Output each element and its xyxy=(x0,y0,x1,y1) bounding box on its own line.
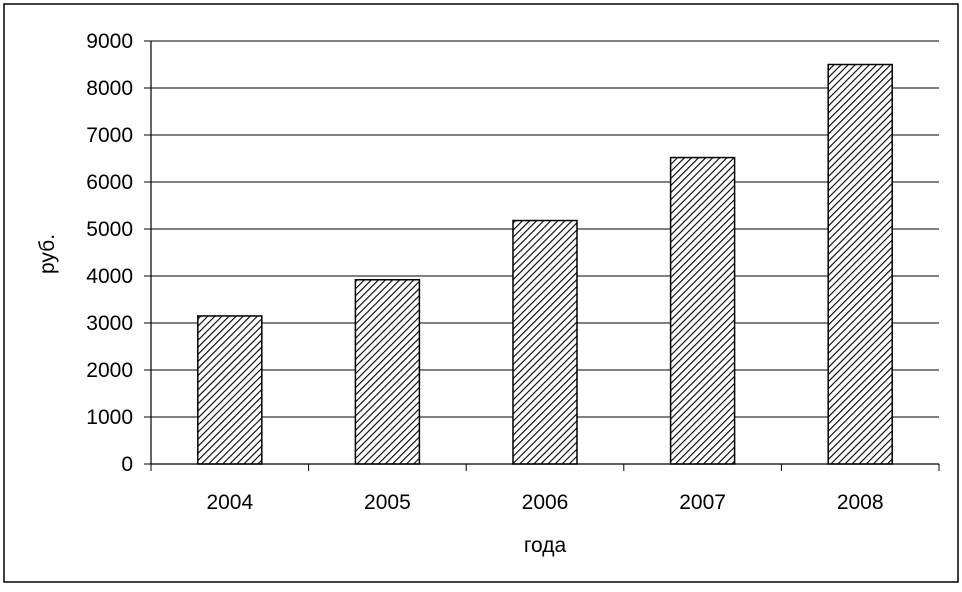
y-tick-label: 5000 xyxy=(86,218,133,241)
x-tick-label: 2008 xyxy=(837,491,884,514)
y-tick-label: 8000 xyxy=(86,77,133,100)
tick-labels: 0 1000 2000 3000 4000 5000 6000 7000 8000 9000 200… xyxy=(86,30,883,514)
bar-2008 xyxy=(827,63,893,465)
y-tick-label: 1000 xyxy=(86,406,133,429)
bar-2005 xyxy=(354,279,421,465)
bar-2004 xyxy=(197,315,263,465)
y-tick-label: 2000 xyxy=(86,359,133,382)
y-tick-label: 6000 xyxy=(86,171,133,194)
y-tick-label: 0 xyxy=(121,453,133,476)
chart-frame xyxy=(3,3,959,583)
y-tick-label: 9000 xyxy=(86,30,133,53)
x-axis-title: года xyxy=(524,534,567,557)
x-tick-label: 2007 xyxy=(679,491,726,514)
x-tick-label: 2004 xyxy=(206,491,253,514)
bar-2007 xyxy=(669,156,736,465)
x-tick-label: 2006 xyxy=(522,491,569,514)
axes xyxy=(144,40,940,471)
y-tick-label: 7000 xyxy=(86,124,133,147)
bar-2006 xyxy=(512,219,578,465)
x-tick-label: 2005 xyxy=(364,491,411,514)
bars xyxy=(197,63,893,465)
y-tick-label: 4000 xyxy=(86,265,133,288)
y-axis-title: руб. xyxy=(36,234,59,274)
y-tick-label: 3000 xyxy=(86,312,133,335)
